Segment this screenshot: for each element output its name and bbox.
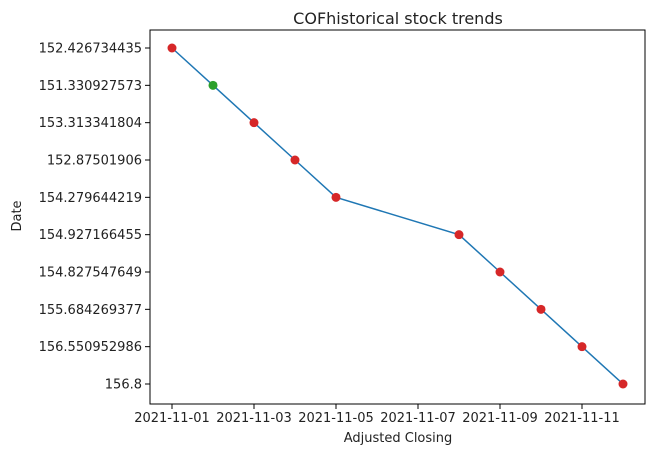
data-point — [618, 379, 628, 389]
x-tick-label: 2021-11-05 — [298, 411, 374, 426]
chart-title: COFhistorical stock trends — [293, 9, 503, 28]
x-tick-label: 2021-11-03 — [216, 411, 292, 426]
x-tick-label: 2021-11-01 — [134, 411, 210, 426]
data-point — [454, 230, 464, 240]
y-tick-label: 151.330927573 — [39, 79, 142, 94]
y-axis-label: Date — [10, 200, 25, 231]
data-point — [290, 155, 300, 165]
data-point — [536, 304, 546, 314]
data-point — [495, 267, 505, 277]
data-point — [331, 192, 341, 202]
y-tick-label: 156.8 — [105, 378, 142, 393]
y-tick-label: 152.87501906 — [47, 154, 142, 169]
y-tick-label: 154.279644219 — [39, 191, 142, 206]
x-tick-label: 2021-11-09 — [462, 411, 538, 426]
y-tick-label: 152.426734435 — [39, 42, 142, 57]
data-point — [208, 80, 218, 90]
x-axis-label: Adjusted Closing — [344, 431, 453, 446]
y-tick-label: 155.684269377 — [39, 303, 142, 318]
plot-frame — [149, 29, 646, 405]
data-point — [167, 43, 177, 53]
plot-area: 152.426734435 151.330927573 153.313341804 1… — [39, 29, 646, 426]
y-tick-label: 154.927166455 — [39, 228, 142, 243]
y-tick-label: 154.827547649 — [39, 266, 142, 281]
y-tick-label: 153.313341804 — [39, 116, 142, 131]
x-tick-label: 2021-11-07 — [380, 411, 456, 426]
x-tick-label: 2021-11-11 — [544, 411, 620, 426]
data-point — [249, 118, 259, 128]
y-tick-label: 156.550952986 — [39, 340, 142, 355]
series-line — [171, 47, 624, 385]
data-point — [577, 342, 587, 352]
